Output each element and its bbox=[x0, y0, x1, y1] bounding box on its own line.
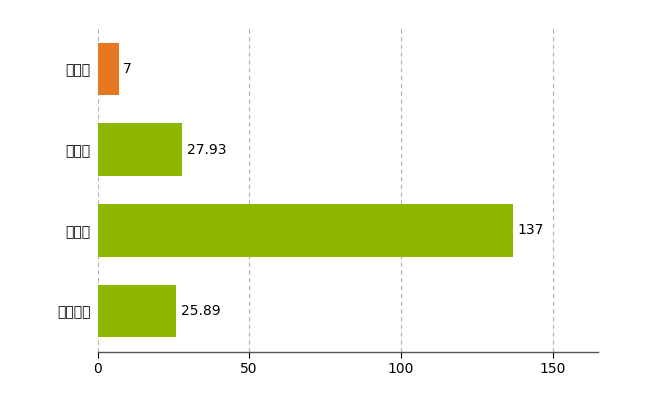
Text: 137: 137 bbox=[517, 223, 544, 237]
Text: 25.89: 25.89 bbox=[181, 304, 220, 318]
Text: 27.93: 27.93 bbox=[187, 143, 226, 157]
Text: 7: 7 bbox=[124, 62, 132, 76]
Bar bbox=[98, 43, 119, 95]
Bar bbox=[98, 204, 513, 256]
Bar bbox=[98, 285, 176, 337]
Bar bbox=[98, 124, 182, 176]
